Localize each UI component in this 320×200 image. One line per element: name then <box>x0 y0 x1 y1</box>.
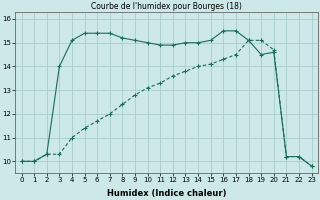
Title: Courbe de l'humidex pour Bourges (18): Courbe de l'humidex pour Bourges (18) <box>91 2 242 11</box>
X-axis label: Humidex (Indice chaleur): Humidex (Indice chaleur) <box>107 189 226 198</box>
